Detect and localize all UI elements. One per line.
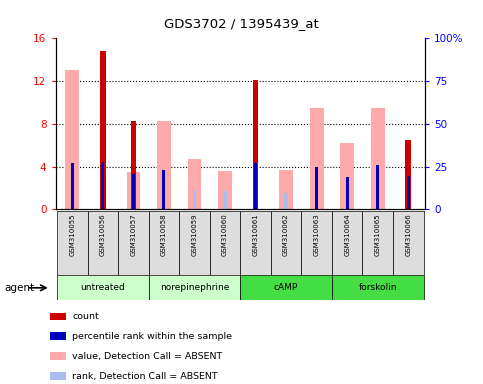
Bar	[57, 211, 87, 275]
Bar	[193, 190, 196, 209]
Bar	[51, 353, 66, 360]
Text: GSM310063: GSM310063	[313, 213, 320, 256]
Text: agent: agent	[5, 283, 35, 293]
Bar	[332, 211, 362, 275]
Bar	[157, 121, 171, 209]
Bar	[87, 211, 118, 275]
Text: value, Detection Call = ABSENT: value, Detection Call = ABSENT	[72, 351, 223, 361]
Bar	[315, 167, 318, 209]
Bar	[341, 143, 354, 209]
Bar	[51, 313, 66, 320]
Bar	[57, 275, 149, 300]
Bar	[346, 177, 349, 209]
Bar	[223, 191, 227, 209]
Bar	[51, 333, 66, 340]
Text: GSM310057: GSM310057	[130, 213, 136, 256]
Bar	[241, 211, 271, 275]
Text: GSM310064: GSM310064	[344, 213, 350, 256]
Bar	[162, 170, 166, 209]
Bar	[271, 211, 301, 275]
Bar	[179, 211, 210, 275]
Bar	[393, 211, 424, 275]
Text: cAMP: cAMP	[274, 283, 298, 292]
Bar	[71, 163, 74, 209]
Text: GSM310062: GSM310062	[283, 213, 289, 256]
Bar	[284, 193, 288, 209]
Text: GSM310058: GSM310058	[161, 213, 167, 256]
Bar	[362, 211, 393, 275]
Text: rank, Detection Call = ABSENT: rank, Detection Call = ABSENT	[72, 371, 218, 381]
Bar	[127, 172, 140, 209]
Text: percentile rank within the sample: percentile rank within the sample	[72, 331, 232, 341]
Text: GSM310056: GSM310056	[100, 213, 106, 256]
Text: GSM310061: GSM310061	[253, 213, 258, 256]
Bar	[218, 171, 232, 209]
Bar	[407, 176, 410, 209]
Text: norepinephrine: norepinephrine	[160, 283, 229, 292]
Text: GSM310065: GSM310065	[375, 213, 381, 256]
Bar	[371, 108, 384, 209]
Text: GSM310055: GSM310055	[70, 213, 75, 256]
Bar	[210, 211, 241, 275]
Bar	[376, 166, 379, 209]
Text: GSM310059: GSM310059	[191, 213, 198, 256]
Bar	[101, 162, 104, 209]
Text: count: count	[72, 311, 99, 321]
Bar	[118, 211, 149, 275]
Bar	[51, 372, 66, 380]
Bar	[253, 80, 258, 209]
Text: forskolin: forskolin	[358, 283, 397, 292]
Bar	[66, 70, 79, 209]
Bar	[254, 163, 257, 209]
Bar	[149, 211, 179, 275]
Text: GSM310066: GSM310066	[405, 213, 411, 256]
Bar	[131, 121, 136, 209]
Bar	[332, 275, 424, 300]
Bar	[241, 275, 332, 300]
Bar	[149, 275, 241, 300]
Bar	[310, 108, 324, 209]
Text: untreated: untreated	[81, 283, 125, 292]
Bar	[301, 211, 332, 275]
Bar	[279, 170, 293, 209]
Text: GDS3702 / 1395439_at: GDS3702 / 1395439_at	[164, 17, 319, 30]
Bar	[187, 159, 201, 209]
Bar	[100, 51, 106, 209]
Text: GSM310060: GSM310060	[222, 213, 228, 256]
Bar	[132, 174, 135, 209]
Bar	[406, 140, 411, 209]
